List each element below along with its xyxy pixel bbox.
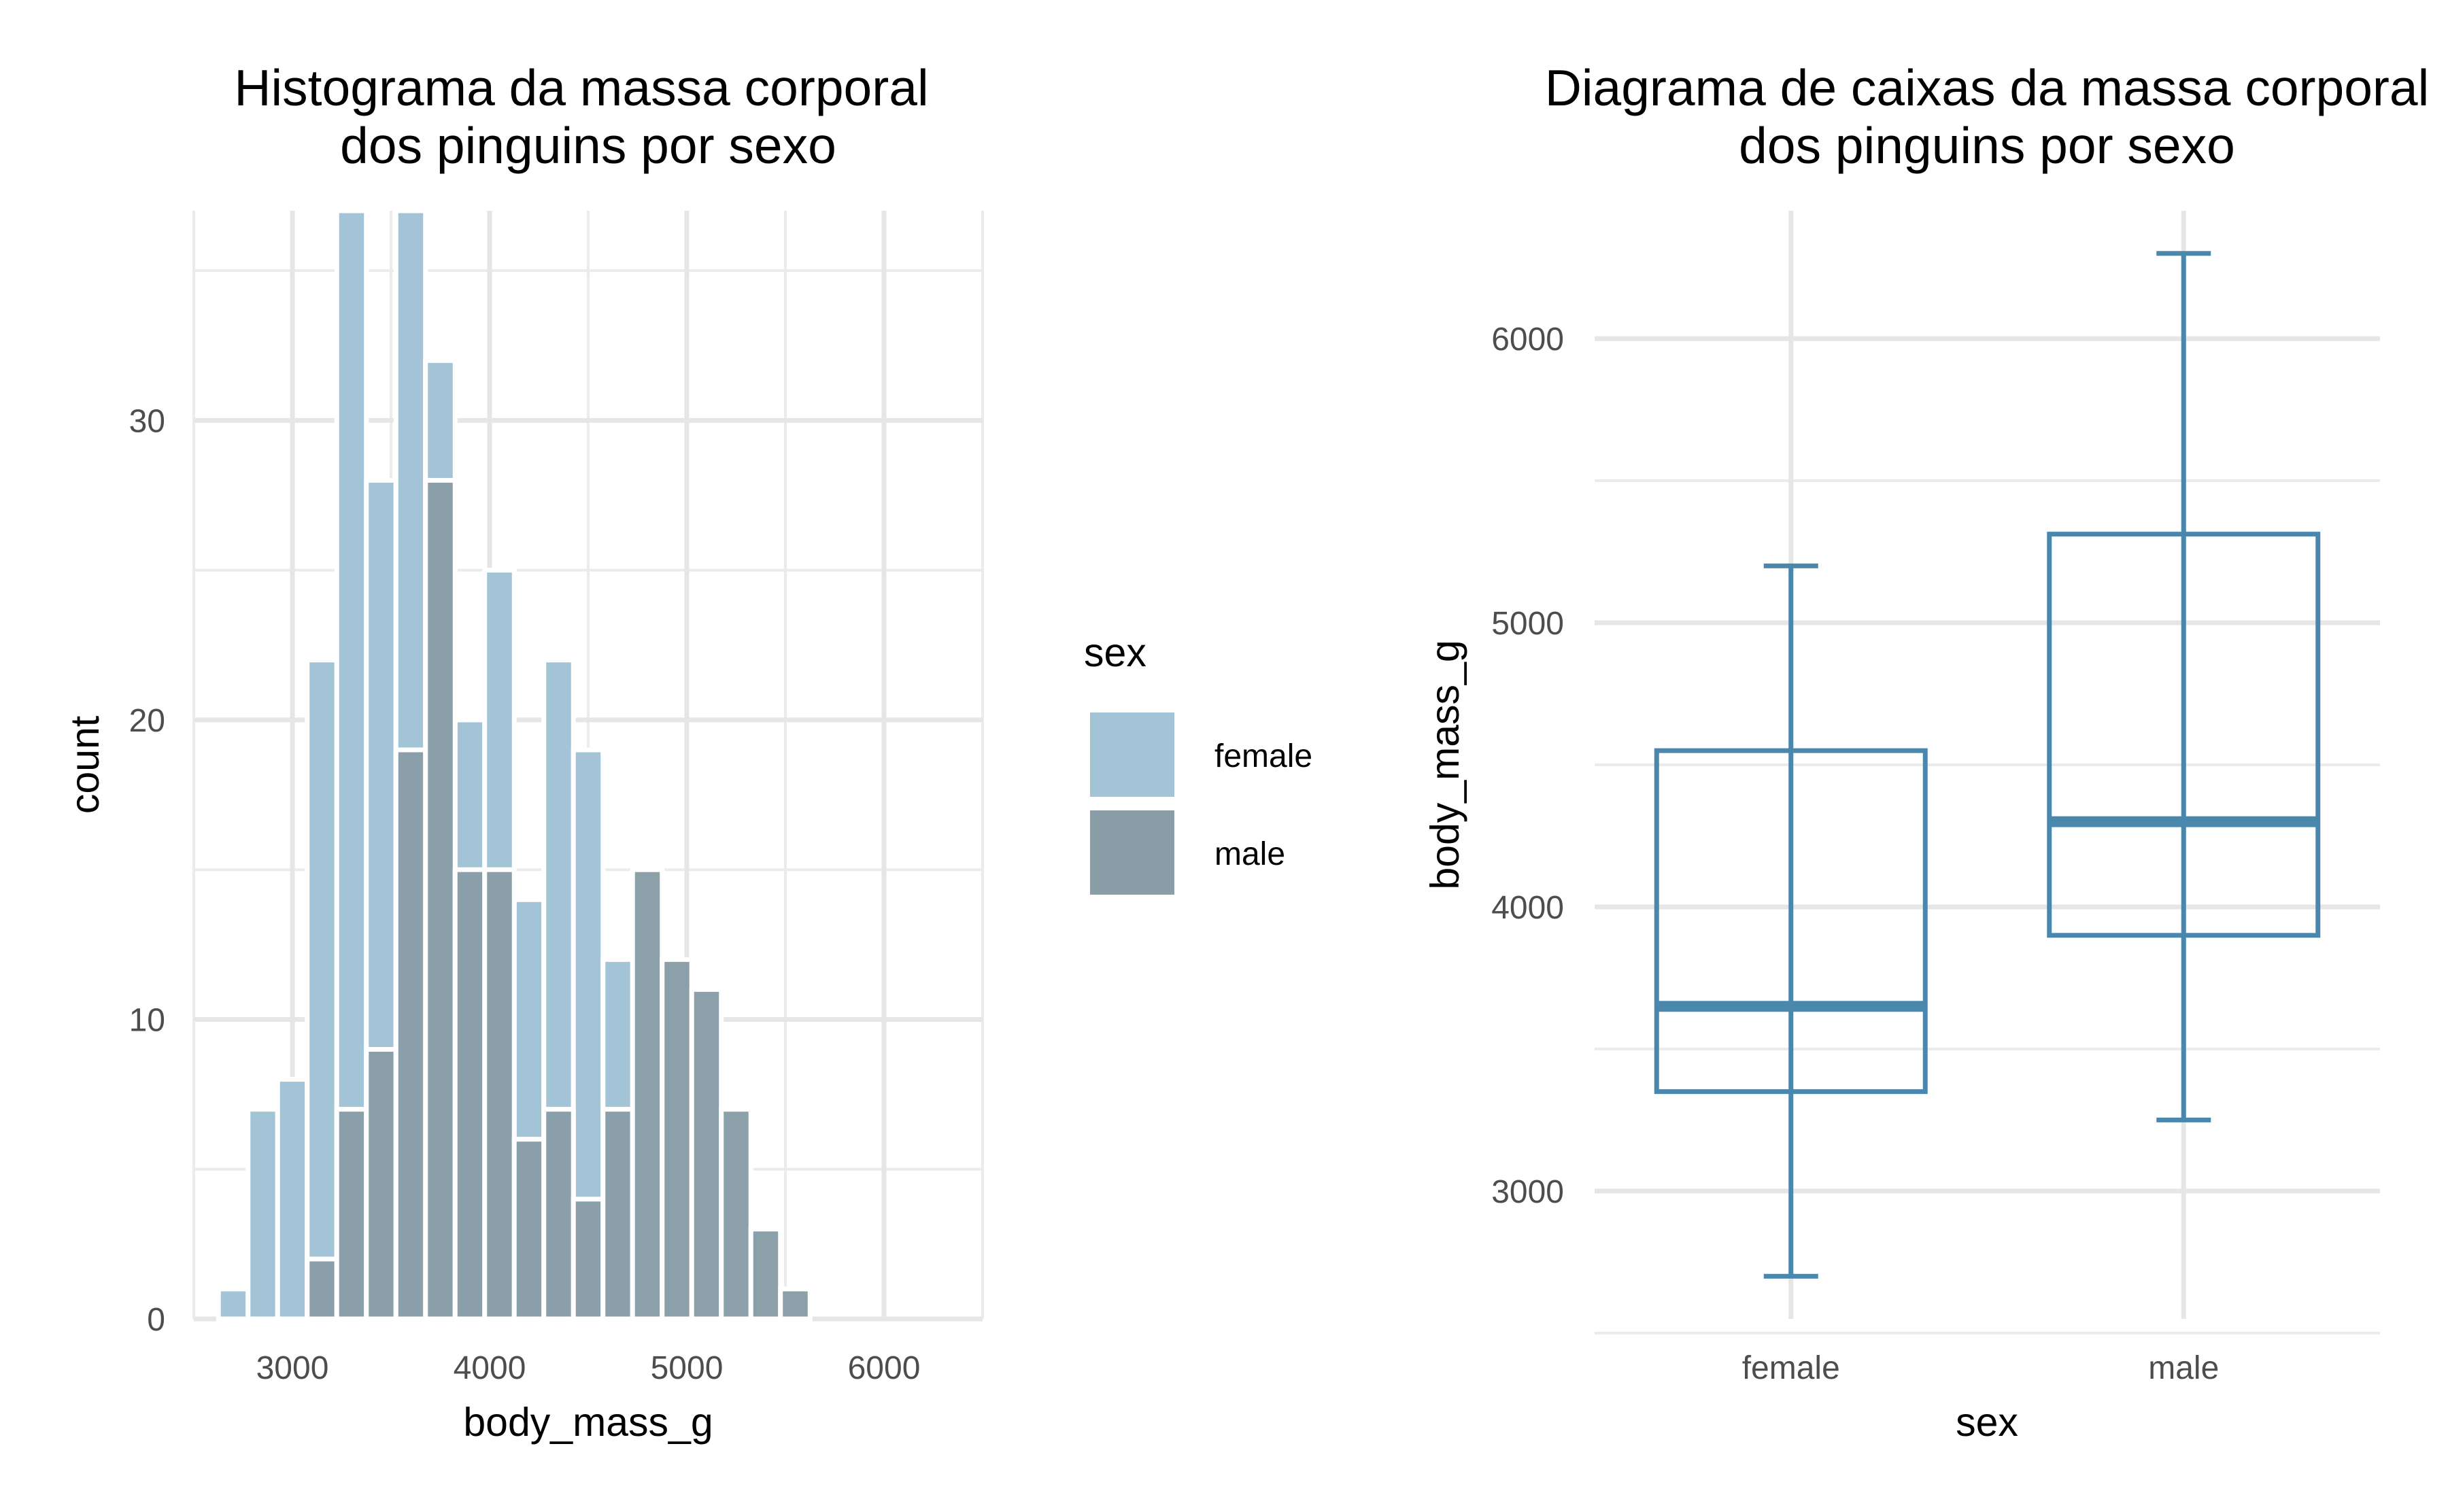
boxplot-x-tick-label: male <box>2148 1350 2219 1386</box>
histogram-x-tick-label: 6000 <box>848 1350 921 1386</box>
boxplot-gridlines <box>1595 211 2380 1335</box>
histogram-bars <box>216 208 813 1322</box>
boxplot-title-line-2: dos pinguins por sexo <box>1739 117 2235 174</box>
histogram-bar-male <box>600 1107 635 1322</box>
histogram-panel: Histograma da massa corporal dos pinguin… <box>63 59 984 1445</box>
histogram-bar-male <box>748 1226 783 1322</box>
histogram-bar-male <box>482 867 517 1322</box>
legend-key-female <box>1090 712 1174 797</box>
histogram-bar-female <box>245 1107 280 1322</box>
histogram-bar-male <box>334 1107 369 1322</box>
histogram-bar-male <box>541 1107 576 1322</box>
boxplot-x-tick-labels: female male <box>1742 1350 2220 1386</box>
histogram-x-axis-title: body_mass_g <box>463 1400 713 1445</box>
boxplot-y-tick-label: 6000 <box>1491 322 1564 358</box>
histogram-y-tick-label: 20 <box>129 703 165 739</box>
histogram-bar-male <box>393 747 428 1322</box>
histogram-y-tick-label: 0 <box>147 1302 165 1338</box>
boxplot-boxes <box>1654 251 2321 1279</box>
legend-title: sex <box>1084 630 1146 675</box>
histogram-title-line-1: Histograma da massa corporal <box>234 59 928 116</box>
histogram-y-tick-labels: 0 10 20 30 <box>129 403 165 1338</box>
legend-key-male <box>1090 810 1174 895</box>
histogram-y-tick-label: 10 <box>129 1002 165 1038</box>
histogram-bar-male <box>660 957 694 1322</box>
boxplot-y-tick-labels: 3000 4000 5000 6000 <box>1491 322 1564 1210</box>
histogram-x-tick-labels: 3000 4000 5000 6000 <box>256 1350 921 1386</box>
boxplot-title-line-1: Diagrama de caixas da massa corporal <box>1545 59 2430 116</box>
boxplot-panel: Diagrama de caixas da massa corporal dos… <box>1423 59 2429 1445</box>
histogram-bar-male <box>571 1197 606 1322</box>
histogram-bar-male <box>511 1137 547 1322</box>
boxplot-y-tick-label: 4000 <box>1491 890 1564 926</box>
histogram-bar-male <box>778 1286 813 1322</box>
histogram-bar-male <box>630 867 665 1322</box>
histogram-bar-female <box>216 1286 251 1322</box>
histogram-bar-male <box>452 867 488 1322</box>
histogram-bar-male <box>719 1107 753 1322</box>
histogram-title-line-2: dos pinguins por sexo <box>340 117 836 174</box>
boxplot-x-axis-title: sex <box>1956 1400 2018 1445</box>
histogram-x-tick-label: 5000 <box>651 1350 724 1386</box>
legend-label-female: female <box>1214 738 1312 774</box>
histogram-bar-male <box>689 986 724 1322</box>
legend-label-male: male <box>1214 836 1285 872</box>
histogram-bar-male <box>364 1047 398 1322</box>
histogram-y-axis-title: count <box>63 716 107 814</box>
histogram-bar-female <box>275 1077 310 1322</box>
histogram-x-tick-label: 3000 <box>256 1350 329 1386</box>
histogram-y-tick-label: 30 <box>129 403 165 439</box>
histogram-bar-male <box>305 1256 339 1322</box>
histogram-bar-female <box>305 657 339 1322</box>
boxplot-y-tick-label: 3000 <box>1491 1174 1564 1210</box>
boxplot-y-axis-title: body_mass_g <box>1423 640 1467 889</box>
histogram-bar-male <box>423 477 458 1322</box>
legend: sex female male <box>1084 630 1312 895</box>
boxplot-y-tick-label: 5000 <box>1491 606 1564 642</box>
boxplot-x-tick-label: female <box>1742 1350 1840 1386</box>
histogram-x-tick-label: 4000 <box>454 1350 526 1386</box>
